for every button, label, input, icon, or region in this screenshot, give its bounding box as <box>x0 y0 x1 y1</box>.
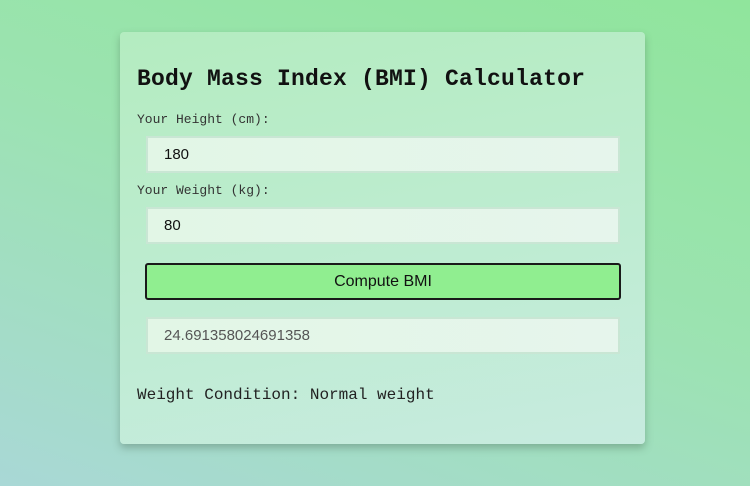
height-input[interactable] <box>146 136 620 173</box>
weight-condition-label: Weight Condition: <box>137 386 301 404</box>
weight-input[interactable] <box>146 207 620 244</box>
weight-condition: Weight Condition: Normal weight <box>137 386 435 404</box>
weight-condition-value: Normal weight <box>309 386 435 404</box>
bmi-result-field[interactable] <box>146 317 620 354</box>
page-title: Body Mass Index (BMI) Calculator <box>137 66 586 92</box>
height-label: Your Height (cm): <box>137 112 270 127</box>
bmi-calculator-card: Body Mass Index (BMI) Calculator Your He… <box>120 32 645 444</box>
weight-label: Your Weight (kg): <box>137 183 270 198</box>
compute-bmi-button[interactable]: Compute BMI <box>145 263 621 300</box>
